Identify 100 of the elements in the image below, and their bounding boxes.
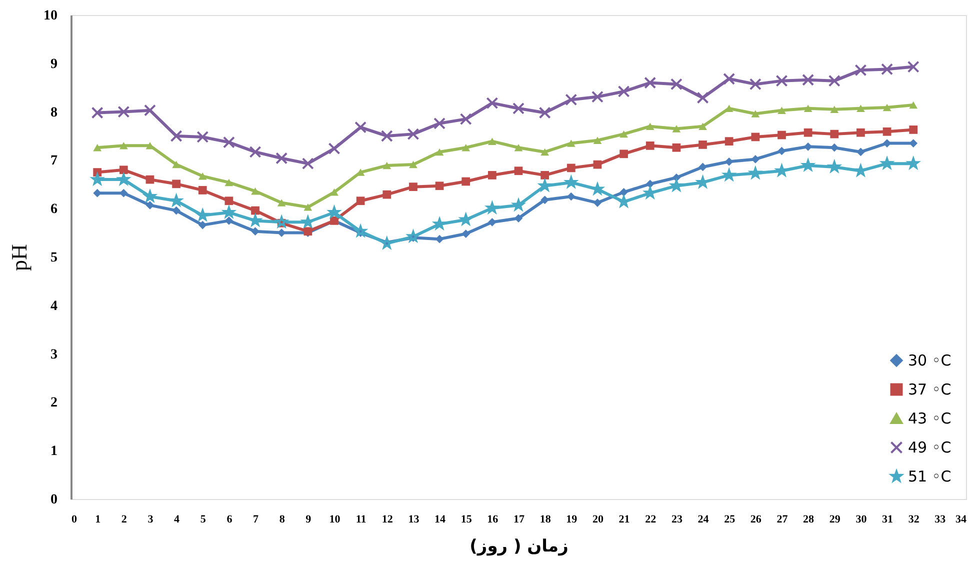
x-tick-label: 14 <box>434 514 446 526</box>
x-tick-label: 32 <box>908 514 920 526</box>
point <box>593 160 602 169</box>
y-tick-label: 5 <box>50 250 58 266</box>
x-tick-label: 3 <box>148 514 154 526</box>
legend-label: 49 ◦C <box>908 438 952 456</box>
point <box>620 188 628 196</box>
point <box>409 160 418 168</box>
y-tick-label: 6 <box>50 202 58 218</box>
point <box>382 190 392 199</box>
x-tick-label: 11 <box>356 514 366 526</box>
y-tick-label: 4 <box>50 298 58 314</box>
point <box>251 227 260 236</box>
x-tick-label: 27 <box>776 514 788 526</box>
x-tick-label: 13 <box>408 514 420 526</box>
point <box>407 128 420 140</box>
legend-label: 51 ◦C <box>908 468 952 486</box>
point <box>172 180 180 188</box>
point <box>751 110 760 118</box>
point <box>672 125 681 132</box>
point <box>646 122 654 130</box>
point <box>486 97 498 110</box>
point <box>514 144 523 152</box>
point <box>698 162 707 172</box>
point <box>356 196 365 206</box>
legend-label: 30 ◦C <box>908 352 952 370</box>
point <box>251 206 260 215</box>
x-tick-label: 26 <box>750 514 762 526</box>
point <box>488 218 496 226</box>
point <box>462 230 470 238</box>
x-tick-label: 33 <box>934 514 946 526</box>
point <box>749 78 762 90</box>
y-tick-label: 2 <box>50 396 58 411</box>
point <box>776 74 788 87</box>
x-tick-label: 25 <box>724 514 736 526</box>
point <box>119 142 128 150</box>
point <box>251 188 260 195</box>
point <box>514 214 523 222</box>
x-tick-label: 17 <box>514 514 525 526</box>
point <box>593 136 602 144</box>
point <box>460 113 472 126</box>
point <box>830 106 839 114</box>
x-tick-label: 0 <box>72 514 78 526</box>
y-axis-title: pH <box>6 244 32 271</box>
point <box>222 136 235 148</box>
point <box>856 128 865 137</box>
point <box>566 164 576 172</box>
point <box>907 60 920 73</box>
point <box>909 126 918 134</box>
point <box>566 140 576 147</box>
point <box>856 148 865 156</box>
point <box>830 130 839 138</box>
point <box>802 74 814 86</box>
x-tick-label: 16 <box>487 514 499 526</box>
point <box>198 186 207 194</box>
point <box>172 206 180 215</box>
x-tick-label: 7 <box>253 514 260 526</box>
point <box>170 130 182 142</box>
point <box>93 144 102 152</box>
x-tick-label: 10 <box>329 514 341 526</box>
point <box>302 158 314 170</box>
point <box>724 157 734 166</box>
x-tick-label: 5 <box>200 514 206 526</box>
x-tick-label: 23 <box>671 514 683 526</box>
point <box>144 104 156 116</box>
point <box>804 104 812 112</box>
y-tick-label: 10 <box>44 8 58 24</box>
point <box>540 148 550 156</box>
point <box>882 104 892 112</box>
point <box>172 160 180 168</box>
point <box>435 148 444 156</box>
point <box>380 130 393 142</box>
point <box>620 150 628 158</box>
point <box>698 140 707 149</box>
point <box>620 130 628 138</box>
legend-label: 37 ◦C <box>908 380 952 398</box>
x-axis-title: زمان ( روز) <box>470 536 568 556</box>
x-tick-label: 30 <box>856 514 868 526</box>
x-tick-label: 19 <box>566 514 578 526</box>
point <box>670 78 682 90</box>
point <box>382 162 392 170</box>
x-tick-label: 6 <box>226 514 233 526</box>
point <box>618 85 630 98</box>
x-tick-label: 29 <box>829 514 841 526</box>
point <box>118 106 130 118</box>
x-tick-label: 22 <box>645 514 657 526</box>
point <box>646 141 654 150</box>
point <box>198 172 207 180</box>
point <box>119 166 128 174</box>
x-tick-label: 31 <box>882 514 894 526</box>
point <box>751 132 760 142</box>
point <box>881 63 894 76</box>
point <box>354 121 367 134</box>
point <box>196 130 209 143</box>
x-tick-label: 2 <box>121 514 128 526</box>
point <box>434 117 446 130</box>
point <box>854 64 867 76</box>
point <box>435 182 444 190</box>
x-tick-label: 12 <box>382 514 394 526</box>
point <box>538 106 551 119</box>
